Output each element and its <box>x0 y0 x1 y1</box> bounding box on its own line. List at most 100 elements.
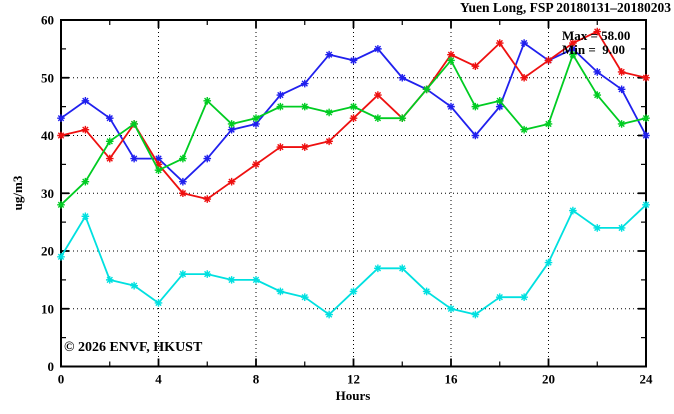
y-axis-label: ug/m3 <box>10 175 25 210</box>
marker-center-blue <box>351 58 356 63</box>
marker-center-blue <box>230 128 234 132</box>
marker-center-cyan <box>400 266 404 270</box>
marker-center-green <box>303 105 307 109</box>
marker-center-green <box>449 58 453 63</box>
series-line-cyan <box>60 204 647 316</box>
chart-title: Yuen Long, FSP 20180131–20180203 <box>460 0 671 15</box>
marker-center-blue <box>376 47 380 51</box>
marker-center-green <box>571 53 575 57</box>
marker-center-green <box>327 110 331 114</box>
marker-center-cyan <box>254 278 258 282</box>
marker-center-cyan <box>278 289 282 294</box>
marker-center-blue <box>595 70 599 74</box>
data-series <box>57 27 650 319</box>
marker-center-red <box>59 133 63 138</box>
marker-center-green <box>400 116 404 120</box>
marker-center-red <box>327 139 331 143</box>
marker-center-blue <box>156 157 161 161</box>
marker-center-green <box>546 122 551 126</box>
marker-center-green <box>181 157 185 161</box>
marker-center-red <box>156 162 161 166</box>
marker-center-cyan <box>571 208 575 213</box>
marker-center-blue <box>132 157 136 161</box>
marker-center-red <box>351 116 356 120</box>
marker-center-red <box>620 70 624 74</box>
marker-center-cyan <box>230 278 234 282</box>
marker-center-red <box>449 53 453 57</box>
marker-center-blue <box>620 87 624 91</box>
y-tick-label-10: 10 <box>41 301 54 316</box>
y-tick-label-40: 40 <box>41 128 54 143</box>
marker-center-green <box>108 139 112 143</box>
marker-center-red <box>546 58 551 63</box>
series-cyan <box>57 201 650 319</box>
marker-center-green <box>473 105 477 109</box>
marker-center-cyan <box>303 295 307 299</box>
marker-center-cyan <box>83 214 87 218</box>
marker-center-blue <box>303 81 307 86</box>
marker-center-cyan <box>473 312 477 317</box>
marker-center-green <box>425 87 429 91</box>
marker-center-red <box>595 29 599 34</box>
marker-center-red <box>376 93 380 97</box>
x-tick-label-16: 16 <box>445 372 459 387</box>
marker-center-cyan <box>425 289 429 294</box>
marker-center-cyan <box>351 289 356 294</box>
marker-center-cyan <box>376 266 380 270</box>
marker-center-cyan <box>620 226 624 230</box>
marker-center-blue <box>644 133 648 138</box>
marker-center-green <box>522 128 526 132</box>
marker-center-blue <box>449 105 453 109</box>
marker-center-blue <box>254 122 258 126</box>
y-tick-label-0: 0 <box>48 359 55 374</box>
x-tick-label-20: 20 <box>542 372 555 387</box>
x-axis-label: Hours <box>336 388 371 403</box>
marker-center-red <box>303 145 307 149</box>
marker-center-green <box>132 122 136 126</box>
marker-center-green <box>351 105 356 109</box>
marker-center-red <box>83 128 87 132</box>
series-red <box>57 27 650 203</box>
marker-center-red <box>181 191 185 195</box>
x-axis-tick-labels: 0 4 8 12 16 20 24 <box>58 372 653 387</box>
marker-center-red <box>230 180 234 184</box>
y-tick-label-30: 30 <box>41 186 54 201</box>
marker-center-cyan <box>595 226 599 230</box>
marker-center-cyan <box>327 312 331 317</box>
marker-center-green <box>595 93 599 97</box>
max-annotation: Max = 58.00 <box>562 28 630 43</box>
marker-center-cyan <box>108 278 112 282</box>
marker-center-cyan <box>644 203 648 207</box>
marker-center-red <box>571 41 575 45</box>
marker-center-blue <box>278 93 282 97</box>
marker-center-blue <box>400 76 404 80</box>
marker-center-red <box>498 41 502 45</box>
marker-center-green <box>620 122 624 126</box>
x-tick-label-8: 8 <box>253 372 260 387</box>
marker-center-green <box>254 116 258 120</box>
marker-center-blue <box>498 105 502 109</box>
marker-center-red <box>522 76 526 80</box>
series-line-green <box>60 53 647 206</box>
marker-center-cyan <box>59 255 63 259</box>
x-tick-label-12: 12 <box>347 372 360 387</box>
marker-center-green <box>376 116 380 120</box>
y-tick-label-60: 60 <box>41 13 54 28</box>
marker-center-blue <box>205 157 209 161</box>
x-tick-label-24: 24 <box>640 372 654 387</box>
y-tick-label-20: 20 <box>41 244 54 259</box>
marker-center-cyan <box>156 301 161 305</box>
marker-center-green <box>644 116 648 120</box>
marker-center-green <box>156 168 161 172</box>
marker-center-blue <box>327 53 331 57</box>
marker-center-cyan <box>522 295 526 299</box>
marker-center-green <box>230 122 234 126</box>
marker-center-blue <box>108 116 112 120</box>
marker-center-red <box>108 157 112 161</box>
watermark: © 2026 ENVF, HKUST <box>64 340 203 355</box>
marker-center-red <box>644 76 648 80</box>
marker-center-red <box>473 64 477 68</box>
marker-center-blue <box>571 47 575 51</box>
